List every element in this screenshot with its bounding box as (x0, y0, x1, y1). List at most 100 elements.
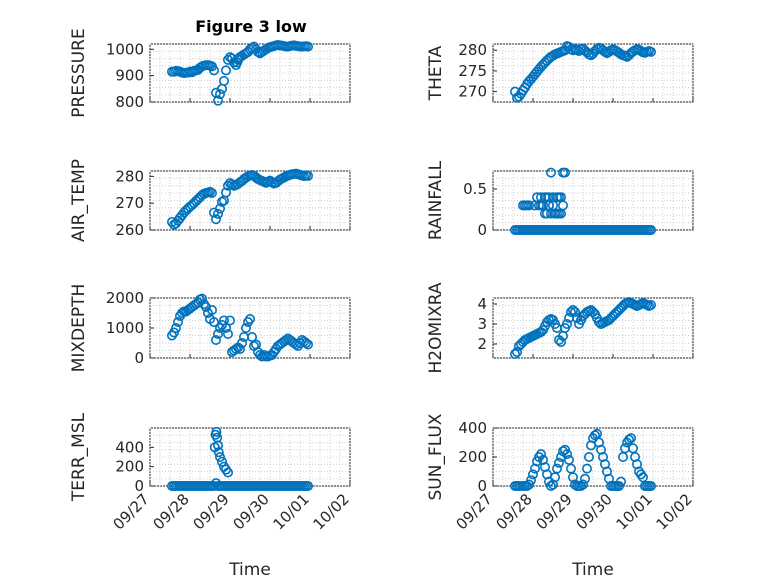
subplot-6: 2 3 4 H2OMIXRA (426, 282, 694, 374)
data-point (217, 456, 228, 467)
x-tick-label: 09/29 (533, 490, 576, 533)
y-axis-label: SUN_FLUX (426, 413, 446, 500)
data-point (173, 316, 184, 327)
y-tick-label: 400 (458, 419, 487, 437)
data-point (553, 457, 564, 468)
data-point (555, 336, 566, 347)
data-point (623, 434, 634, 445)
data-point (221, 322, 232, 333)
data-point (551, 463, 562, 474)
data-point (569, 306, 580, 317)
data-point (525, 475, 536, 486)
data-point (213, 208, 224, 219)
y-tick-label: 0 (477, 477, 487, 495)
data-point (201, 301, 212, 312)
data-point (215, 451, 226, 462)
y-axis-label: THETA (426, 45, 446, 101)
data-point (567, 304, 578, 315)
data-point (545, 480, 556, 491)
y-tick-label: 270 (458, 83, 487, 101)
data-point (645, 480, 656, 491)
y-tick-label: 260 (115, 221, 144, 239)
y-axis-label: MIXDEPTH (69, 284, 89, 373)
data-point (235, 343, 246, 354)
x-tick-label: 09/27 (110, 490, 153, 533)
data-point (589, 430, 600, 441)
data-point (511, 346, 522, 357)
data-point (302, 480, 313, 491)
data-point (221, 187, 232, 198)
data-point (583, 451, 594, 462)
subplot-5: 0 1000 2000 MIXDEPTH (69, 284, 351, 373)
data-point (211, 214, 222, 225)
y-axis-label: TERR_MSL (69, 412, 89, 502)
series-points (167, 426, 313, 491)
data-point (645, 299, 656, 310)
subplot-2: 270 275 280 THETA (426, 41, 694, 103)
x-tick-label: 09/30 (230, 490, 273, 533)
figure-title: Figure 3 low (195, 17, 307, 36)
y-axis-label: H2OMIXRA (426, 282, 446, 373)
subplot-4: 0 0.5 RAINFALL (426, 160, 694, 240)
y-axis-label: RAINFALL (426, 160, 446, 240)
y-tick-label: 2000 (106, 289, 144, 307)
data-point (237, 337, 248, 348)
y-tick-label: 800 (115, 93, 144, 111)
y-tick-label: 200 (115, 458, 144, 476)
x-tick-label: 09/29 (190, 490, 233, 533)
data-point (509, 348, 520, 359)
y-tick-label: 1000 (106, 40, 144, 58)
data-point (207, 187, 218, 198)
x-axis-label: Time (228, 560, 271, 580)
data-point (217, 196, 228, 207)
data-point (197, 293, 208, 304)
series-points (509, 41, 656, 103)
y-tick-label: 4 (477, 295, 487, 313)
data-point (615, 476, 626, 487)
series-points (167, 168, 313, 230)
data-point (169, 327, 180, 338)
data-point (535, 449, 546, 460)
x-tick-label: 10/02 (310, 490, 353, 533)
x-tick-label: 09/30 (573, 490, 616, 533)
data-point (302, 41, 313, 52)
data-point (302, 170, 313, 181)
data-point (545, 167, 556, 178)
data-point (565, 306, 576, 317)
y-tick-label: 0 (477, 221, 487, 239)
data-point (581, 463, 592, 474)
data-point (211, 334, 222, 345)
series-points (167, 293, 313, 362)
data-point (213, 95, 224, 106)
data-point (302, 339, 313, 350)
data-point (575, 480, 586, 491)
data-point (219, 75, 230, 86)
y-tick-label: 0 (134, 349, 144, 367)
x-tick-label: 10/01 (270, 490, 313, 533)
data-point (559, 167, 570, 178)
data-point (213, 447, 224, 458)
data-point (625, 433, 636, 444)
y-axis-label: PRESSURE (69, 28, 89, 117)
data-point (645, 46, 656, 57)
y-tick-label: 0.5 (463, 180, 487, 198)
y-tick-label: 0 (134, 477, 144, 495)
y-tick-label: 1000 (106, 319, 144, 337)
y-tick-label: 3 (477, 315, 487, 333)
data-point (245, 313, 256, 324)
series-points (509, 167, 656, 236)
x-tick-label: 09/28 (493, 490, 536, 533)
series-points (167, 40, 313, 106)
data-point (215, 203, 226, 214)
subplot-3: 260 270 280 AIR_TEMP (69, 159, 351, 242)
data-point (579, 473, 590, 484)
x-tick-label: 10/01 (613, 490, 656, 533)
x-tick-label: 10/02 (653, 490, 696, 533)
data-point (213, 440, 224, 451)
data-point (543, 200, 554, 211)
data-point (561, 318, 572, 329)
data-point (223, 467, 234, 478)
data-point (523, 200, 534, 211)
